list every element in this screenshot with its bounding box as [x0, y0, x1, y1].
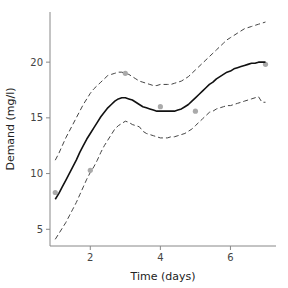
chart: 2 4 6 5 10 15 20 Time (days) Demand (mg/l): [0, 0, 288, 288]
y-tick: [46, 117, 50, 118]
x-tick-label: 6: [227, 252, 233, 263]
y-tick: [46, 62, 50, 63]
y-tick: [46, 173, 50, 174]
y-tick: [46, 229, 50, 230]
x-tick: [230, 246, 231, 250]
scatter-point: [123, 71, 128, 76]
scatter-point: [88, 168, 93, 173]
scatter-point: [193, 109, 198, 114]
x-tick: [90, 246, 91, 250]
trend-line: [55, 62, 265, 199]
x-axis-label: Time (days): [130, 270, 196, 283]
y-axis-label: Demand (mg/l): [4, 87, 17, 170]
scatter-point: [53, 190, 58, 195]
x-tick-label: 4: [157, 252, 163, 263]
x-tick: [160, 246, 161, 250]
y-tick-label: 20: [30, 57, 43, 68]
y-tick-label: 5: [37, 224, 43, 235]
x-tick-label: 2: [87, 252, 93, 263]
y-axis-line: [50, 12, 51, 246]
x-axis-line: [50, 246, 276, 247]
y-tick-label: 10: [30, 168, 43, 179]
scatter-point: [158, 104, 163, 109]
plot-area: [53, 22, 268, 239]
interval-line: [55, 97, 265, 240]
y-tick-label: 15: [30, 112, 43, 123]
